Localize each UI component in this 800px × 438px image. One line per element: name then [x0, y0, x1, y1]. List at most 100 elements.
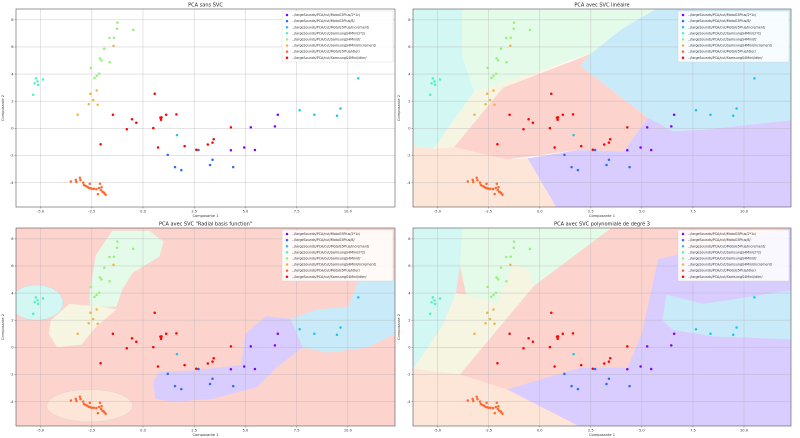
legend-label-6: ../largeSounds/PCA/cut/MotoG5Plus/idler/	[688, 50, 757, 54]
data-point-series-4	[131, 247, 135, 251]
x-tick-label: -2.5	[88, 429, 95, 433]
chart-title: PCA avec SVC linéaire	[574, 2, 629, 9]
data-point-series-7	[195, 148, 198, 152]
legend-marker-5	[681, 44, 685, 47]
legend-label-0: ../largeSounds/PCA/cut/MotoG5Plus/2*1c/	[688, 232, 757, 236]
data-point-series-5	[89, 92, 92, 96]
data-point-series-3	[36, 299, 39, 302]
data-point-series-1	[628, 165, 631, 169]
y-tick-label: -2	[407, 154, 411, 158]
legend-marker-1	[285, 19, 289, 23]
data-point-series-3	[31, 312, 35, 315]
data-point-series-5	[484, 103, 487, 106]
x-tick-label: 10.0	[740, 429, 749, 433]
data-point-series-1	[593, 367, 597, 371]
legend-marker-6	[285, 50, 289, 53]
y-tick-label: 8	[408, 18, 411, 22]
data-point-series-7	[602, 362, 606, 365]
data-point-series-7	[522, 128, 525, 131]
data-point-series-0	[670, 125, 673, 128]
data-point-series-7	[579, 363, 583, 367]
data-point-series-7	[556, 335, 560, 338]
data-point-series-6	[96, 192, 100, 196]
data-point-series-7	[608, 138, 612, 141]
data-point-series-0	[273, 125, 277, 128]
data-point-series-4	[509, 36, 512, 40]
data-point-series-4	[504, 255, 508, 259]
decision-region	[433, 60, 571, 149]
data-point-series-6	[475, 395, 478, 399]
decision-region	[89, 230, 164, 307]
data-point-series-0	[670, 344, 673, 347]
x-tick-label: 5.0	[243, 429, 249, 433]
legend-label-7: ../largeSounds/PCA/cut/SamsungS4Mini/idl…	[688, 56, 763, 60]
data-point-series-7	[130, 118, 134, 121]
data-point-series-7	[156, 365, 160, 368]
data-point-series-4	[495, 276, 498, 279]
data-point-series-1	[180, 168, 183, 172]
legend: ../largeSounds/PCA/cut/MotoG5Plus/2*1c/.…	[677, 10, 790, 63]
data-point-series-0	[276, 332, 280, 336]
data-point-series-6	[81, 181, 85, 184]
data-point-series-4	[98, 57, 102, 60]
data-point-series-6	[496, 407, 500, 411]
y-tick-label: -4	[10, 181, 14, 185]
data-point-series-0	[626, 149, 629, 152]
data-point-series-3	[41, 297, 45, 300]
plot-frame	[412, 8, 792, 208]
data-point-series-4	[504, 36, 508, 40]
data-point-series-0	[672, 332, 676, 336]
legend-box	[677, 229, 790, 282]
y-tick-label: -2	[10, 154, 14, 158]
data-point-series-4	[103, 47, 106, 50]
legend-label-3: ../largeSounds/PCA/cut/SamsungS4Mini/2*2…	[292, 31, 366, 35]
data-point-series-1	[593, 148, 597, 152]
x-tick-label: -5.0	[434, 210, 442, 214]
data-point-series-7	[111, 332, 115, 336]
data-point-series-7	[571, 113, 575, 116]
decision-region	[413, 369, 579, 426]
data-point-series-6	[99, 407, 103, 411]
data-point-series-7	[153, 311, 156, 315]
data-point-series-5	[473, 332, 476, 336]
data-point-series-1	[211, 377, 214, 380]
y-tick-label: 8	[11, 18, 14, 22]
legend-box	[677, 10, 790, 63]
data-point-series-2	[694, 108, 698, 112]
data-point-series-4	[115, 27, 119, 30]
data-point-series-4	[505, 61, 508, 64]
data-point-series-0	[229, 368, 233, 371]
data-point-series-7	[212, 357, 215, 360]
data-point-series-6	[74, 178, 78, 182]
data-point-series-4	[505, 280, 508, 283]
data-point-series-6	[471, 397, 474, 401]
data-point-series-1	[576, 168, 580, 172]
data-point-series-1	[563, 372, 566, 376]
legend-marker-2	[285, 244, 289, 248]
data-point-series-7	[608, 357, 612, 360]
decision-region	[527, 117, 791, 207]
data-point-series-2	[753, 77, 756, 80]
data-point-series-4	[108, 255, 111, 259]
data-point-series-6	[97, 405, 101, 409]
data-point-series-3	[430, 82, 433, 85]
panel-pca-svc-rbf: PCA avec SVC "Radial basis function" -5.0…	[0, 219, 400, 438]
legend-label-0: ../largeSounds/PCA/cut/MotoG5Plus/2*1c/	[688, 13, 757, 17]
legend-marker-2	[681, 25, 685, 29]
data-point-series-6	[100, 405, 103, 408]
legend-label-1: ../largeSounds/PCA/cut/MotoG5Plus/8/	[292, 238, 355, 242]
data-point-series-7	[571, 332, 575, 335]
x-tick-label: 2.5	[191, 210, 197, 214]
data-point-series-4	[97, 72, 101, 75]
legend-label-0: ../largeSounds/PCA/cut/MotoG5Plus/2*1c/	[292, 232, 361, 236]
legend-label-5: ../largeSounds/PCA/cut/SamsungS4Mini/inc…	[688, 44, 773, 48]
data-point-series-7	[135, 121, 138, 125]
data-point-series-2	[313, 332, 316, 336]
y-tick-label: -4	[10, 400, 14, 404]
data-point-series-4	[97, 291, 101, 294]
decision-region	[290, 279, 395, 353]
decision-region	[48, 303, 117, 348]
data-point-series-5	[488, 317, 492, 321]
data-point-series-1	[576, 387, 580, 391]
data-point-series-0	[649, 148, 653, 152]
